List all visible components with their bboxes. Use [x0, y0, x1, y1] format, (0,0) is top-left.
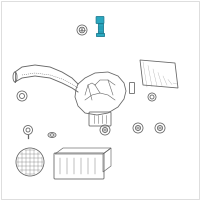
FancyBboxPatch shape — [96, 33, 104, 36]
FancyBboxPatch shape — [96, 17, 104, 23]
FancyBboxPatch shape — [98, 23, 102, 33]
